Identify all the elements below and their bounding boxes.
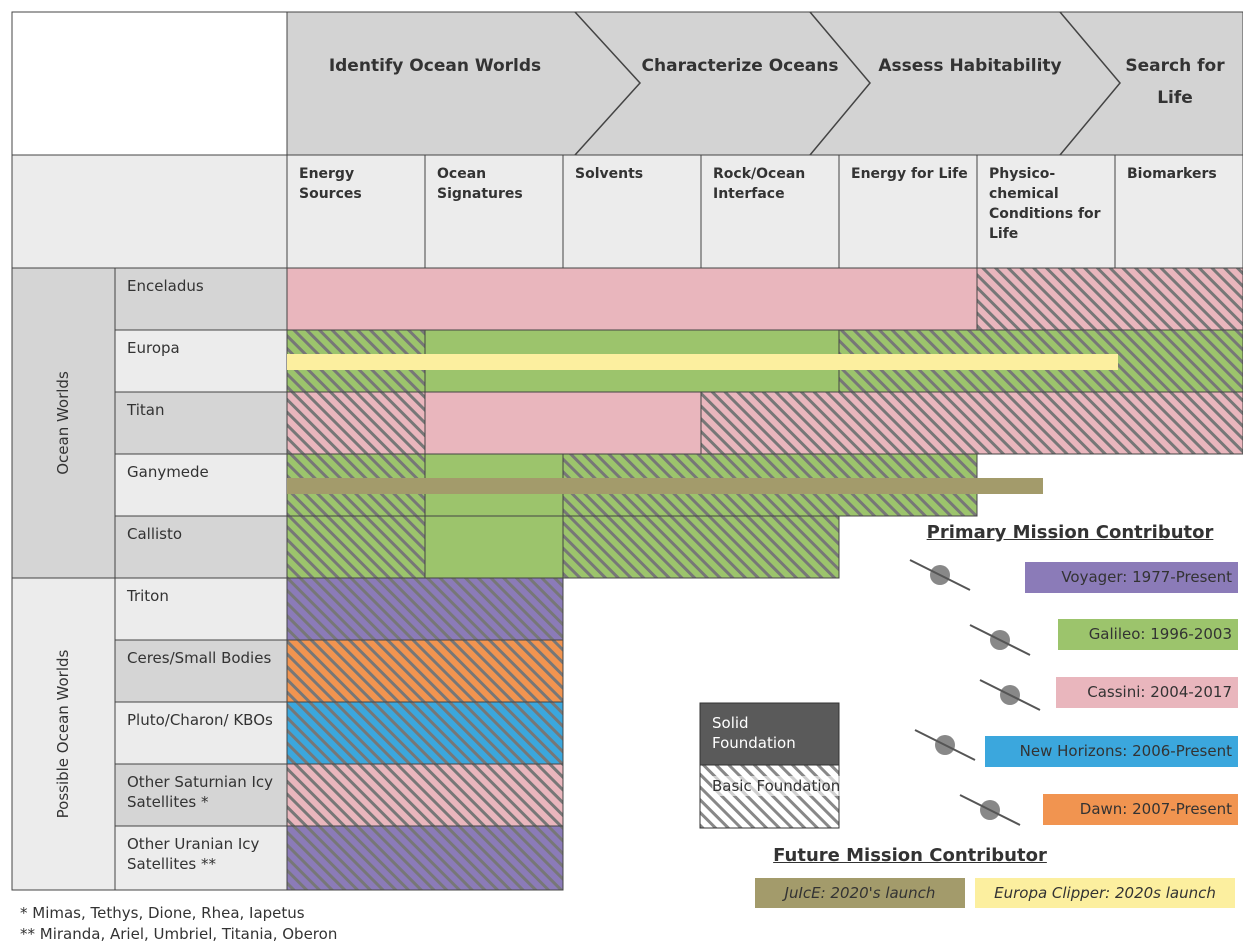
chevron bbox=[1059, 11, 1121, 156]
coverage-bar bbox=[562, 515, 840, 579]
group-cell bbox=[11, 577, 116, 891]
body-label: Ganymede bbox=[127, 463, 209, 481]
group-bg bbox=[12, 155, 287, 268]
body-label: Callisto bbox=[127, 525, 183, 543]
group-cell bbox=[11, 267, 116, 579]
stage-label: Identify Ocean Worlds bbox=[328, 56, 542, 76]
footnote: ** Miranda, Ariel, Umbriel, Titania, Obe… bbox=[20, 925, 338, 941]
mission-label: JuIcE: 2020's launch bbox=[755, 878, 965, 908]
column-label: Energy for Life bbox=[851, 166, 968, 182]
body-label: Triton bbox=[127, 587, 169, 605]
stage-label: Characterize Oceans bbox=[641, 56, 839, 76]
stage-label: Assess Habitability bbox=[878, 56, 1062, 76]
coverage-bar bbox=[976, 267, 1243, 331]
legend-label: Basic Foundation bbox=[712, 776, 841, 796]
coverage-bar bbox=[700, 391, 1243, 455]
basic-swatch bbox=[699, 764, 840, 829]
body-label: Other Saturnian Icy Satellites * bbox=[127, 773, 274, 811]
coverage-bar bbox=[286, 639, 564, 703]
future-bar bbox=[287, 354, 1118, 370]
column-label: Biomarkers bbox=[1127, 166, 1217, 182]
group-label: Possible Ocean Worlds bbox=[54, 649, 72, 819]
column-label: Rock/Ocean Interface bbox=[713, 166, 806, 202]
coverage-bar bbox=[286, 763, 564, 827]
spacecraft-boom bbox=[914, 729, 976, 761]
column-label: Energy Sources bbox=[299, 166, 362, 202]
footnote: * Mimas, Tethys, Dione, Rhea, Iapetus bbox=[20, 904, 305, 922]
body-cell bbox=[114, 515, 288, 579]
coverage-bar bbox=[424, 391, 702, 455]
corner-cell bbox=[11, 11, 288, 156]
coverage-bar bbox=[286, 825, 564, 891]
coverage-bar bbox=[286, 391, 426, 455]
coverage-bar bbox=[286, 267, 978, 331]
mission-label: Voyager: 1977-Present bbox=[1025, 562, 1238, 593]
future-bar bbox=[287, 478, 1043, 494]
body-label: Ceres/Small Bodies bbox=[127, 649, 272, 667]
spacecraft-boom bbox=[909, 559, 971, 591]
spacecraft-boom bbox=[969, 624, 1031, 656]
body-cell bbox=[114, 267, 288, 331]
body-cell bbox=[114, 453, 288, 517]
legend-label: Solid Foundation bbox=[712, 714, 796, 752]
body-label: Titan bbox=[127, 401, 165, 419]
column-label: Solvents bbox=[575, 166, 644, 182]
coverage-bar bbox=[424, 515, 564, 579]
mission-label: Galileo: 1996-2003 bbox=[1058, 619, 1238, 650]
mission-label: Europa Clipper: 2020s launch bbox=[975, 878, 1235, 908]
coverage-bar bbox=[286, 701, 564, 765]
column-label: Ocean Signatures bbox=[437, 166, 523, 202]
mission-label: Cassini: 2004-2017 bbox=[1056, 677, 1238, 708]
column-label: Physico-chemical Conditions for Life bbox=[989, 166, 1101, 242]
body-cell bbox=[114, 825, 288, 891]
section-title: Primary Mission Contributor bbox=[926, 522, 1214, 543]
body-label: Europa bbox=[127, 339, 180, 357]
spacecraft-boom bbox=[959, 794, 1021, 826]
body-label: Other Uranian Icy Satellites ** bbox=[127, 835, 260, 873]
solid-swatch bbox=[699, 702, 840, 766]
mission-label: New Horizons: 2006-Present bbox=[985, 736, 1238, 767]
body-label: Enceladus bbox=[127, 277, 204, 295]
chevron bbox=[809, 11, 871, 156]
coverage-bar bbox=[286, 577, 564, 641]
body-label: Pluto/Charon/ KBOs bbox=[127, 711, 273, 729]
body-cell bbox=[114, 577, 288, 641]
subheader-bg bbox=[287, 155, 1243, 268]
chevron bbox=[574, 11, 642, 156]
mission-label: Dawn: 2007-Present bbox=[1043, 794, 1238, 825]
spacecraft-boom bbox=[979, 679, 1041, 711]
group-label: Ocean Worlds bbox=[54, 371, 72, 475]
section-title: Future Mission Contributor bbox=[773, 845, 1047, 866]
coverage-bar bbox=[286, 515, 426, 579]
header-bg bbox=[287, 12, 1243, 155]
stage-label: Search for Life bbox=[1125, 56, 1225, 108]
